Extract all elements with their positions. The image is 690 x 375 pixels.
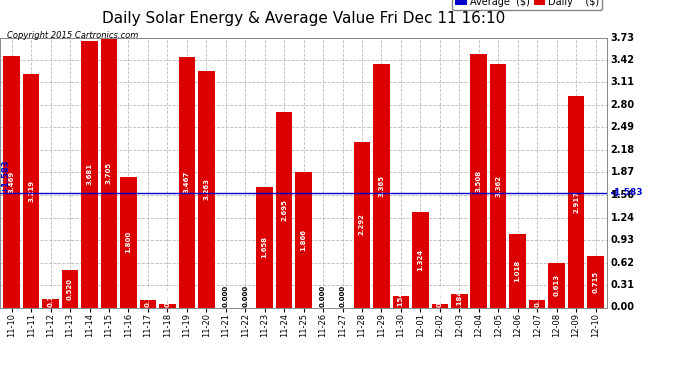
Text: 0.101: 0.101 — [145, 285, 151, 307]
Bar — [451, 294, 468, 307]
Bar — [159, 304, 176, 307]
Text: 0.62: 0.62 — [611, 258, 635, 268]
Text: 1.87: 1.87 — [611, 167, 635, 177]
Text: 3.11: 3.11 — [611, 77, 635, 87]
Text: 3.705: 3.705 — [106, 162, 112, 184]
Text: 0.000: 0.000 — [242, 285, 248, 307]
Text: 2.917: 2.917 — [573, 191, 579, 213]
Text: 0.715: 0.715 — [593, 270, 598, 292]
Bar — [354, 142, 371, 308]
Text: 1.800: 1.800 — [126, 231, 132, 254]
Text: Copyright 2015 Cartronics.com: Copyright 2015 Cartronics.com — [7, 30, 138, 39]
Text: 1.583: 1.583 — [611, 188, 642, 197]
Bar — [549, 263, 565, 308]
Text: +1.583: +1.583 — [0, 175, 2, 211]
Bar — [139, 300, 156, 307]
Text: 0.105: 0.105 — [534, 285, 540, 307]
Bar — [568, 96, 584, 308]
Bar — [490, 64, 506, 308]
Text: 2.18: 2.18 — [611, 145, 635, 155]
Legend: Average  ($), Daily    ($): Average ($), Daily ($) — [453, 0, 602, 10]
Text: 3.467: 3.467 — [184, 171, 190, 193]
Bar — [23, 75, 39, 308]
Text: 3.508: 3.508 — [475, 170, 482, 192]
Text: Daily Solar Energy & Average Value Fri Dec 11 16:10: Daily Solar Energy & Average Value Fri D… — [102, 11, 505, 26]
Text: 0.120: 0.120 — [48, 285, 54, 307]
Bar — [431, 304, 448, 307]
Bar — [393, 296, 409, 307]
Bar — [42, 299, 59, 307]
Text: 0.045: 0.045 — [164, 285, 170, 307]
Bar — [257, 188, 273, 308]
Bar — [198, 71, 215, 308]
Text: 0.000: 0.000 — [320, 285, 326, 307]
Text: 3.681: 3.681 — [86, 163, 92, 185]
Text: 2.695: 2.695 — [281, 199, 287, 221]
Bar — [587, 256, 604, 308]
Bar — [412, 211, 428, 308]
Bar — [529, 300, 545, 307]
Text: 0.000: 0.000 — [339, 285, 346, 307]
Text: 1.56: 1.56 — [611, 190, 635, 200]
Bar — [295, 172, 312, 308]
Text: 3.73: 3.73 — [611, 33, 635, 42]
Text: 0.184: 0.184 — [456, 290, 462, 312]
Bar — [101, 39, 117, 308]
Text: 0.154: 0.154 — [398, 291, 404, 313]
Text: 2.49: 2.49 — [611, 122, 635, 132]
Text: 0.00: 0.00 — [611, 303, 635, 312]
Text: 2.80: 2.80 — [611, 100, 635, 110]
Bar — [276, 112, 293, 308]
Text: 0.31: 0.31 — [611, 280, 635, 290]
Text: 3.362: 3.362 — [495, 175, 501, 197]
Text: 0.93: 0.93 — [611, 235, 635, 245]
Text: 1.018: 1.018 — [515, 260, 521, 282]
Bar — [509, 234, 526, 308]
Text: 1.866: 1.866 — [301, 229, 306, 251]
Bar — [62, 270, 79, 308]
Text: 1.24: 1.24 — [611, 213, 635, 223]
Bar — [120, 177, 137, 308]
Text: 0.000: 0.000 — [223, 285, 229, 307]
Text: 3.365: 3.365 — [378, 175, 384, 197]
Text: 0.052: 0.052 — [437, 285, 443, 307]
Text: 0.520: 0.520 — [67, 278, 73, 300]
Text: 3.219: 3.219 — [28, 180, 34, 202]
Text: +1.583: +1.583 — [1, 159, 10, 193]
Text: 3.42: 3.42 — [611, 55, 635, 65]
Text: 1.324: 1.324 — [417, 249, 424, 271]
Text: 3.263: 3.263 — [204, 178, 209, 200]
Text: 1.658: 1.658 — [262, 237, 268, 258]
Text: 0.613: 0.613 — [553, 274, 560, 296]
Bar — [81, 41, 98, 308]
Text: 2.292: 2.292 — [359, 214, 365, 236]
Bar — [179, 57, 195, 308]
Bar — [373, 64, 390, 308]
Bar — [3, 56, 20, 308]
Text: 3.469: 3.469 — [9, 171, 14, 193]
Bar — [471, 54, 487, 307]
